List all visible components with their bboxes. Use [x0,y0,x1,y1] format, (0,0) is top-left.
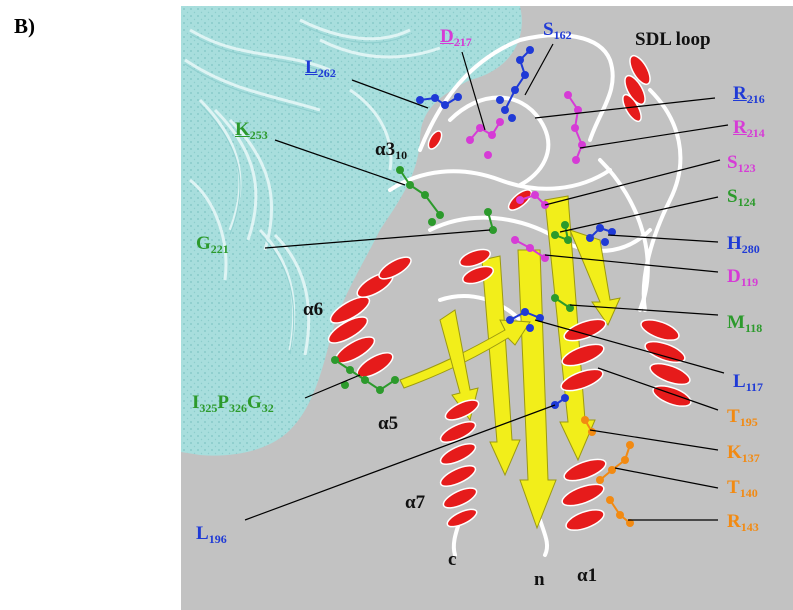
residue-label-R143: R143 [727,511,759,534]
residue-label-D217: D217 [440,26,472,49]
residue-label-K137: K137 [727,442,760,465]
helix-right [640,319,692,407]
residue-label-I325-P326-G32: I325P326G32 [192,392,274,415]
residue-label-L117: L117 [733,371,764,394]
label-n-terminus: n [534,569,545,590]
residue-label-S162: S162 [543,19,572,42]
residue-label-R214: R214 [733,117,765,140]
helix-a7 [439,399,480,528]
alpha-helices [327,54,692,531]
label-c-terminus: c [448,549,457,570]
residue-label-T140: T140 [727,477,758,500]
label-helix-a5: α5 [378,413,399,434]
label-sdl-loop: SDL loop [635,29,711,50]
leader-lines [244,43,729,521]
residue-label-K253: K253 [235,119,268,142]
partner-protein-strands [184,18,441,356]
residue-label-L262: L262 [305,57,336,80]
residue-label-G221: G221 [196,233,229,256]
residue-label-S124: S124 [727,186,756,209]
partner-protein-strand-shadows [184,23,411,355]
residue-label-T195: T195 [727,406,758,429]
residue-label-R216: R216 [733,83,765,106]
beta-strands [399,195,621,530]
residue-label-M118: M118 [727,312,763,335]
panel-letter: B) [14,14,35,38]
residue-label-D119: D119 [727,266,759,289]
partner-protein-surface [181,6,522,456]
label-helix-a7: α7 [405,492,426,513]
residue-label-L196: L196 [196,523,227,546]
label-helix-a1: α1 [577,565,598,586]
helix-a1 [560,318,607,531]
residue-label-H280: H280 [727,233,760,256]
helix-top [622,54,651,123]
label-helix-a3-10: α310 [375,139,408,162]
label-helix-a6: α6 [303,299,324,320]
helix-a6 [327,256,412,378]
residue-label-S123: S123 [727,152,756,175]
